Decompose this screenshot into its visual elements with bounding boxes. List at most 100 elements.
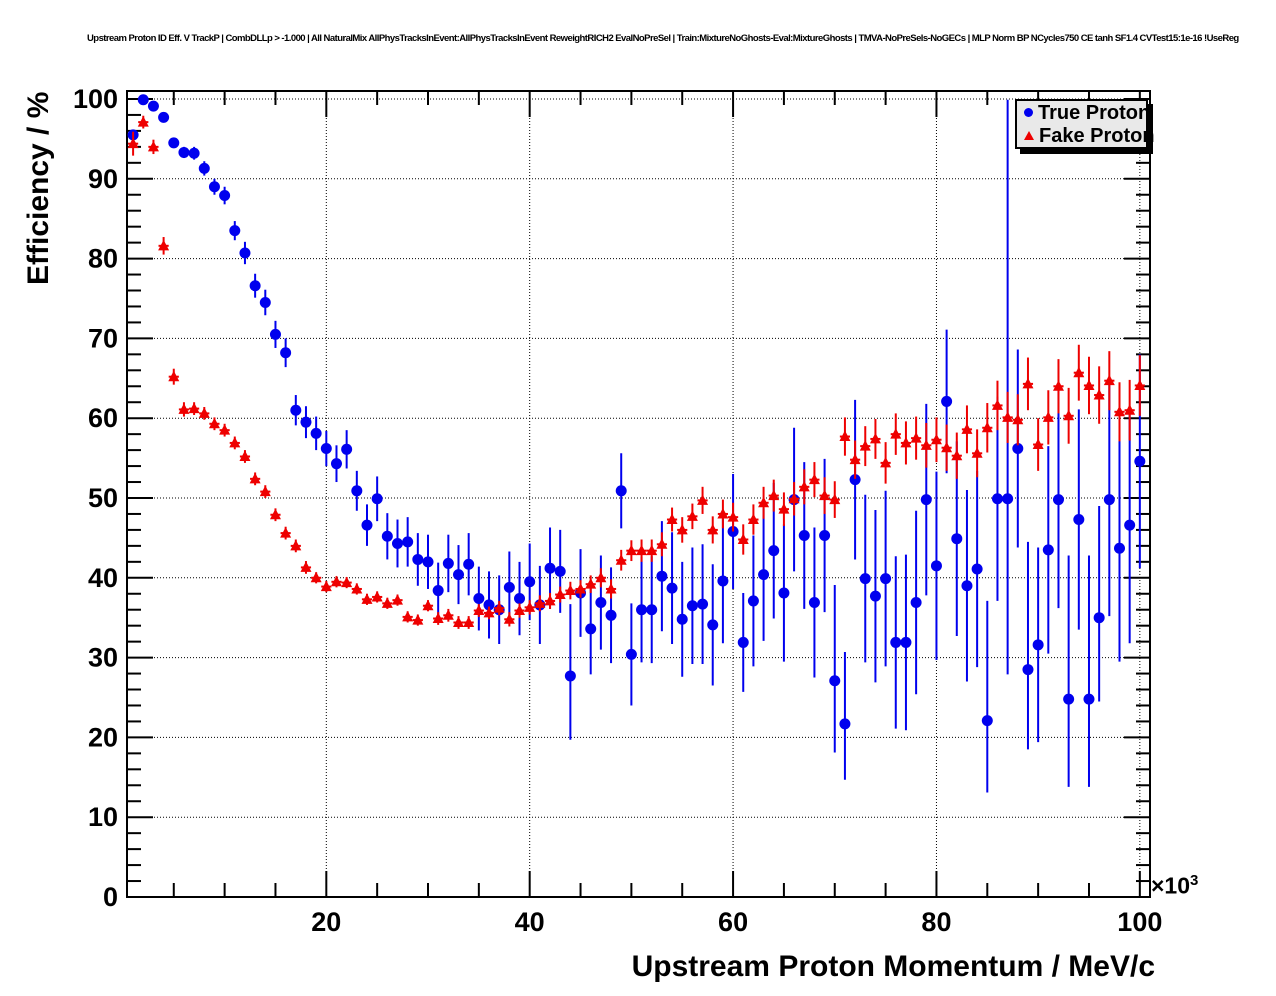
data-point-marker (1063, 693, 1075, 705)
data-point-marker (880, 573, 892, 585)
y-tick-label: 100 (73, 84, 118, 114)
data-point-marker (900, 636, 912, 648)
data-point-marker (819, 489, 831, 501)
data-point-marker (442, 557, 454, 569)
data-point-marker (544, 594, 556, 606)
data-point-marker (900, 436, 912, 448)
data-point-marker (747, 513, 759, 525)
data-point-marker (473, 593, 485, 605)
data-point-marker (188, 147, 200, 159)
data-point-marker (371, 590, 383, 602)
tick-labels: 0 10 20 30 40 50 60 70 80 90 100 20 40 60 80 100 (73, 84, 1162, 937)
data-point-marker (819, 529, 831, 541)
data-point-marker (249, 472, 261, 484)
y-tick-label: 60 (88, 403, 118, 433)
data-point-marker (737, 533, 749, 544)
data-point-marker (402, 610, 414, 622)
data-point-marker (1093, 612, 1105, 624)
series-true-proton (127, 94, 1146, 793)
data-point-marker (686, 600, 698, 612)
data-point-marker (1093, 389, 1105, 400)
data-point-marker (341, 576, 353, 588)
data-point-marker (697, 598, 709, 610)
data-point-marker (137, 94, 149, 106)
data-point-marker (1022, 664, 1034, 676)
data-point-marker (310, 571, 322, 583)
data-point-marker (453, 569, 465, 581)
data-point-marker (158, 239, 170, 251)
y-tick-label: 40 (88, 563, 118, 593)
data-point-marker (310, 427, 322, 439)
data-point-marker (676, 613, 688, 625)
data-point-marker (483, 606, 495, 618)
data-point-marker (564, 584, 576, 596)
data-point-marker (890, 428, 902, 439)
data-point-marker (778, 587, 790, 599)
data-point-marker (1012, 413, 1024, 425)
data-point-marker (1073, 366, 1085, 378)
data-point-marker (412, 614, 424, 625)
data-point-marker (615, 554, 627, 565)
data-point-marker (605, 582, 617, 594)
data-point-marker (239, 450, 251, 461)
data-point-marker (686, 510, 698, 521)
data-point-marker (646, 544, 658, 556)
data-point-marker (808, 597, 820, 609)
data-point-marker (208, 181, 220, 193)
data-point-marker (341, 443, 353, 455)
series-fake-proton (127, 115, 1146, 629)
data-point-marker (727, 511, 739, 522)
data-point-marker (391, 594, 403, 605)
data-point-marker (585, 623, 597, 635)
legend-label-fake-proton: Fake Proton (1039, 124, 1155, 147)
y-tick-label: 80 (88, 244, 118, 274)
x-tick-label: 60 (718, 907, 748, 937)
data-point-marker (778, 503, 790, 514)
data-point-marker (991, 399, 1003, 410)
data-point-marker (829, 493, 841, 505)
data-point-marker (1103, 374, 1115, 386)
data-point-marker (381, 597, 393, 608)
data-point-marker (849, 453, 861, 465)
data-point-marker (178, 146, 190, 158)
data-point-marker (829, 675, 841, 687)
data-point-marker (747, 595, 759, 607)
data-point-marker (402, 536, 414, 548)
data-point-marker (656, 538, 668, 549)
data-point-marker (422, 556, 434, 568)
data-point-marker (290, 539, 302, 551)
data-point-marker (1124, 404, 1136, 415)
data-point-marker (432, 612, 444, 623)
x-axis-multiplier: ×103 (1151, 872, 1198, 900)
data-point-marker (605, 609, 617, 621)
data-point-marker (595, 571, 607, 583)
data-point-marker (859, 440, 871, 451)
data-point-marker (229, 436, 241, 448)
data-point-marker (971, 447, 983, 458)
data-point-marker (351, 582, 363, 594)
data-point-marker (147, 100, 159, 112)
data-point-marker (371, 493, 383, 505)
data-point-marker (249, 280, 261, 292)
data-point-marker (514, 593, 526, 605)
data-point-marker (951, 449, 963, 461)
data-point-marker (951, 533, 963, 545)
data-point-marker (697, 494, 709, 505)
legend-item-true-proton: True Proton (1017, 102, 1150, 124)
data-point-marker (422, 599, 434, 611)
data-point-marker (259, 485, 271, 497)
data-point-marker (575, 582, 587, 594)
data-point-marker (168, 370, 180, 382)
data-point-marker (381, 530, 393, 542)
data-point-marker (269, 508, 281, 520)
data-point-marker (625, 544, 637, 556)
data-point-marker (859, 573, 871, 585)
data-point-marker (514, 604, 526, 616)
data-point-marker (503, 581, 515, 593)
data-point-marker (147, 140, 159, 152)
data-point-marker (1134, 455, 1146, 467)
data-point-marker (219, 190, 231, 202)
data-point-marker (483, 599, 495, 611)
